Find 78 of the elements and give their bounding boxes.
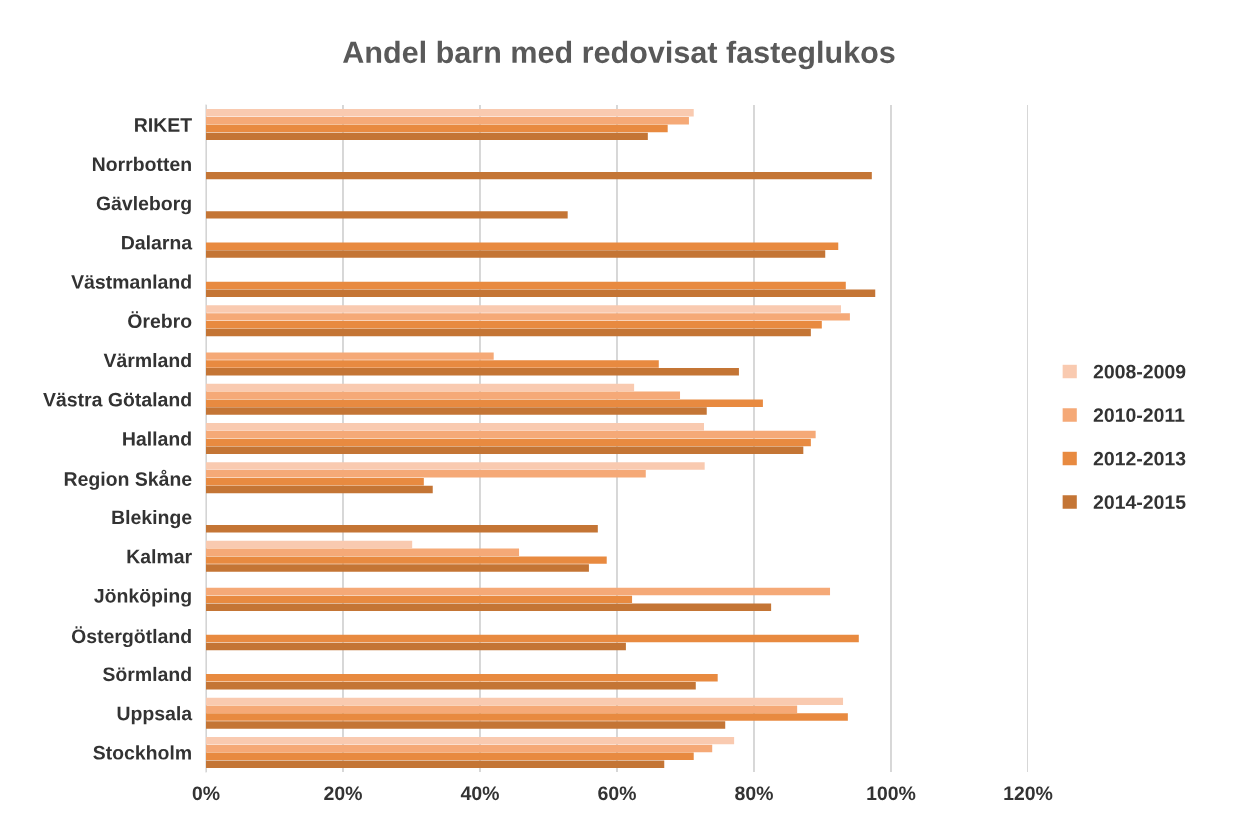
legend-label: 2010-2011 [1093,408,1185,423]
chart-title: Andel barn med redovisat fasteglukos [343,40,895,70]
bar [206,548,520,557]
y-tick-label: Gävleborg [96,196,191,215]
bar [206,603,772,611]
x-tick-label: 80% [735,786,773,801]
bar [206,446,804,454]
y-tick-label: Jönköping [94,588,191,607]
bar [206,391,681,400]
x-tick-label: 120% [1004,786,1053,801]
bar [206,760,665,768]
y-tick-label: RIKET [135,118,192,132]
bar [206,462,705,470]
y-tick-label: Värmland [103,352,191,368]
bar [206,211,568,219]
x-tick-label: 0% [192,786,220,801]
y-tick-label: Blekinge [112,509,192,529]
y-tick-label: Västra Götaland [43,392,191,407]
legend-label: 2008-2009 [1093,364,1186,379]
bar [206,674,718,682]
bar [206,752,694,761]
legend-label: 2012-2013 [1093,451,1186,466]
bar [206,525,598,533]
bar [206,713,848,721]
bar [206,328,811,337]
bar [206,383,635,392]
bar [206,132,648,141]
bar [206,289,876,298]
bar [206,242,839,250]
x-tick-label: 20% [324,786,362,801]
y-tick-label: Region Skåne [64,469,192,490]
bar [206,556,607,564]
x-tick-label: 40% [460,786,499,801]
y-tick-label: Halland [123,431,191,446]
bar [206,313,850,321]
bar [206,564,589,572]
y-tick-label: Östergötland [71,626,191,648]
bar [206,360,659,368]
x-tick-label: 100% [867,786,916,801]
bar [206,109,694,117]
bar [206,485,433,494]
y-tick-label: Örebro [128,311,192,329]
bar [206,681,696,690]
bar [206,540,413,549]
bar [206,721,726,729]
y-tick-label: Norrbotten [92,156,191,172]
bar [206,470,646,478]
bar [206,124,668,133]
y-tick-label: Västmanland [71,274,191,289]
bar [206,281,846,290]
bar [206,430,816,439]
legend-label: 2014-2015 [1093,495,1186,510]
x-tick-label: 60% [598,786,636,801]
bar [206,705,798,713]
y-tick-label: Dalarna [122,235,193,250]
bar [206,171,872,180]
y-tick-label: Uppsala [117,706,193,725]
bar [206,305,841,313]
bar [206,407,707,415]
bar [206,368,739,376]
bar [206,697,844,706]
bar [206,438,811,447]
bar [206,595,633,604]
bar [206,642,626,651]
y-tick-label: Sörmland [103,666,191,682]
bar [206,116,689,125]
bar [206,250,826,258]
bar [206,736,735,745]
bar [206,587,831,596]
bar [206,744,713,753]
bar [206,634,859,643]
y-tick-label: Stockholm [93,745,191,760]
bar [206,352,494,360]
bar [206,477,424,486]
bar [206,399,763,407]
bar [206,423,704,431]
y-tick-label: Kalmar [127,549,192,564]
bar [206,320,822,329]
